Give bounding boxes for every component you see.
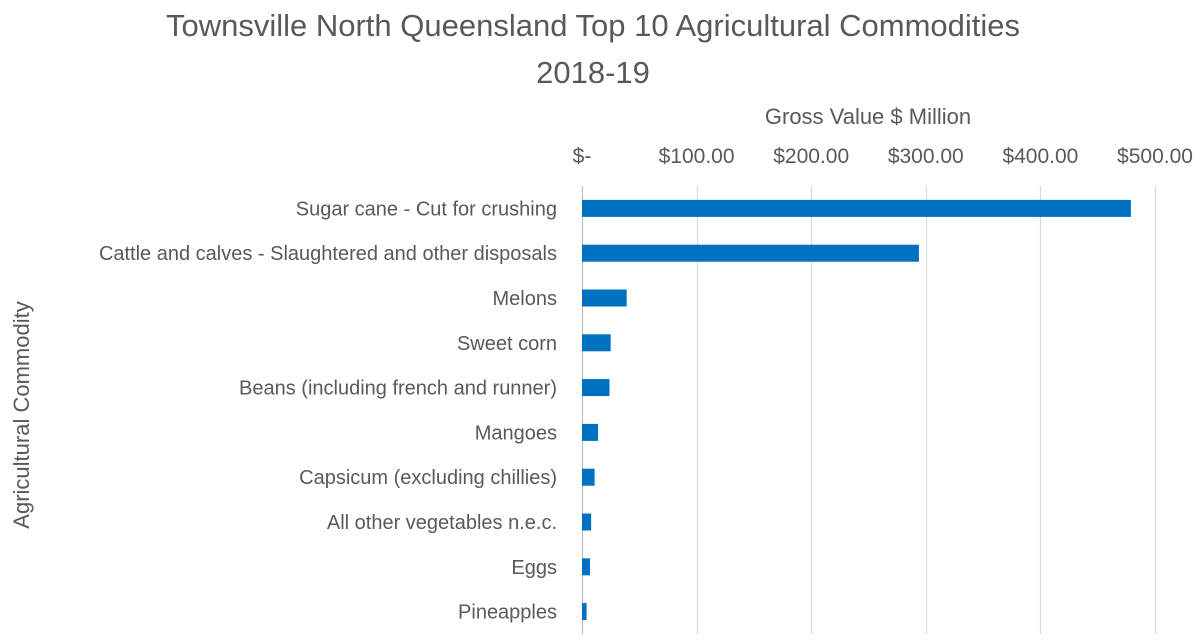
bar-2 [582,289,627,307]
category-label: Sugar cane - Cut for crushing [296,198,557,220]
category-label: Capsicum (excluding chillies) [299,467,557,489]
chart-title-line-1: Townsville North Queensland Top 10 Agric… [166,8,1020,43]
bar-7 [582,513,592,531]
category-label: Sweet corn [457,333,557,355]
category-label: All other vegetables n.e.c. [327,512,557,534]
category-label: Cattle and calves - Slaughtered and othe… [99,243,557,265]
bar-1 [582,244,919,262]
y-axis-title: Agricultural Commodity [9,301,34,528]
x-tick-label: $200.00 [773,145,849,168]
x-tick-label: $300.00 [888,145,964,168]
x-axis-ticks: $- $100.00 $200.00 $300.00 $400.00 $500.00 [573,145,1193,168]
category-label: Beans (including french and runner) [239,378,557,400]
category-label: Mangoes [475,422,557,444]
x-tick-label: $400.00 [1002,145,1078,168]
category-label: Melons [493,288,557,310]
x-tick-label: $- [573,145,592,168]
bar-6 [582,468,595,486]
bar-8 [582,558,591,576]
bar-9 [582,603,587,621]
x-tick-label: $500.00 [1117,145,1193,168]
bar-5 [582,423,599,441]
category-label: Eggs [511,557,557,579]
bar-3 [582,334,611,352]
chart-title-line-2: 2018-19 [536,55,650,90]
bar-0 [582,199,1131,217]
x-tick-label: $100.00 [659,145,735,168]
category-label: Pineapples [458,602,557,624]
x-axis-title: Gross Value $ Million [765,104,971,129]
bar-4 [582,379,610,397]
bars [582,199,1131,621]
category-labels: Sugar cane - Cut for crushing Cattle and … [99,198,557,623]
